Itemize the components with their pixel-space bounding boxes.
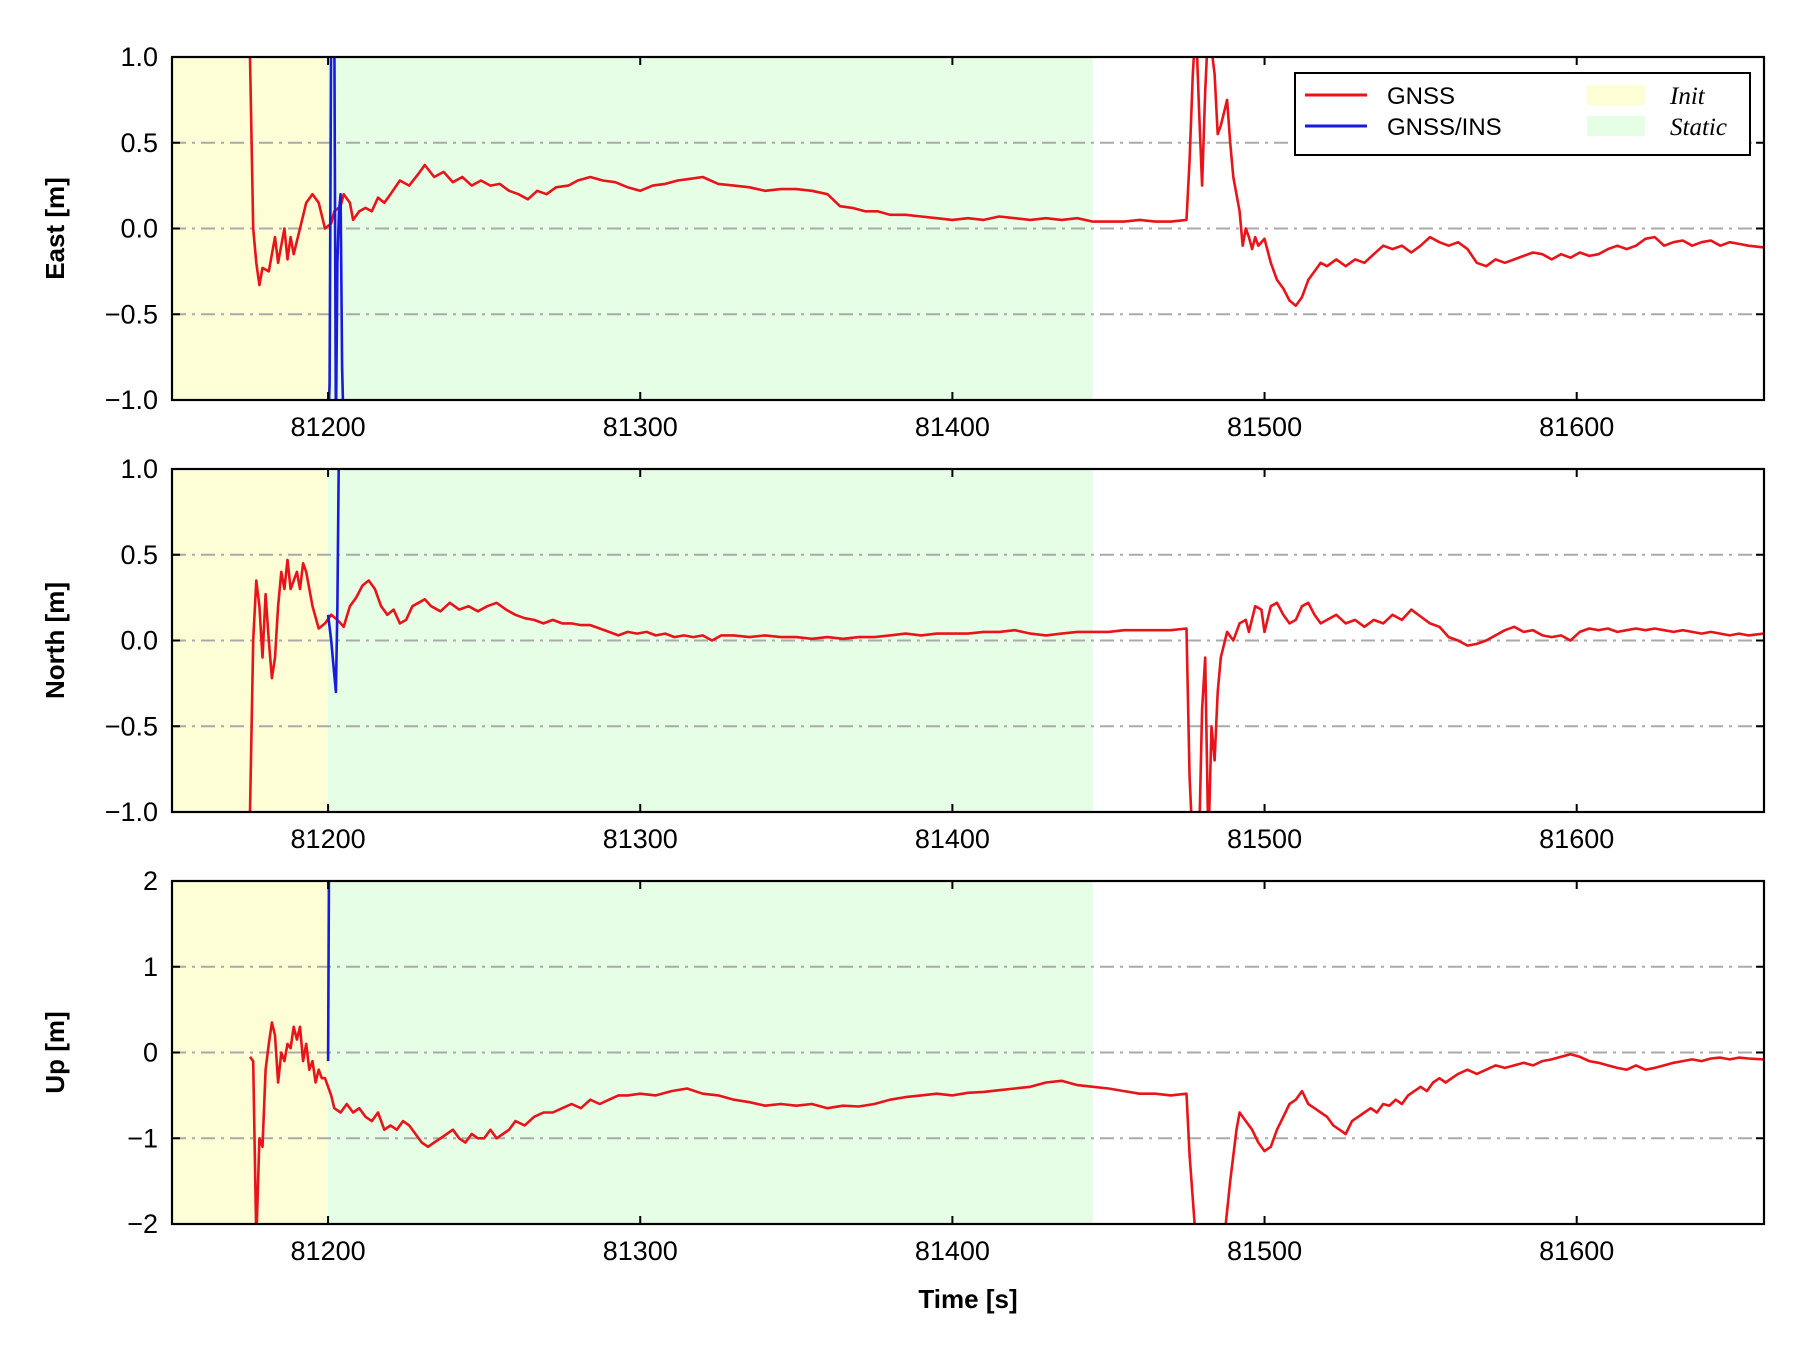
legend-label-init: Init bbox=[1669, 83, 1706, 110]
x-tick-label: 81300 bbox=[603, 412, 678, 442]
y-tick-label: 1.0 bbox=[120, 454, 158, 484]
x-tick-label: 81300 bbox=[603, 1236, 678, 1266]
legend: GNSS GNSS/INS Init Static bbox=[1294, 72, 1751, 156]
panel-east: 81200 81300 81400 81500 81600 1.0 0.5 0.0 −0.5 −1… bbox=[40, 42, 1766, 442]
x-tick-label: 81400 bbox=[915, 824, 990, 854]
y-tick-label: −1 bbox=[127, 1123, 158, 1153]
y-axis-label: Up [m] bbox=[40, 1011, 70, 1093]
legend-label-gnss: GNSS bbox=[1387, 83, 1455, 110]
y-tick-label: 2 bbox=[143, 866, 158, 896]
y-tick-label: 0.5 bbox=[120, 128, 158, 158]
y-tick-label: −1.0 bbox=[105, 797, 158, 827]
x-tick-label: 81200 bbox=[291, 1236, 366, 1266]
panel-north: 81200 81300 81400 81500 81600 1.0 0.5 0.0 −0.5 −1… bbox=[40, 454, 1766, 854]
series-line-gnss-ins bbox=[326, 881, 331, 1062]
x-tick-label: 81600 bbox=[1539, 824, 1614, 854]
y-axis-label: East [m] bbox=[40, 177, 70, 280]
x-tick-label: 81600 bbox=[1539, 412, 1614, 442]
series-line-gnss-ins bbox=[327, 57, 345, 400]
series-line-gnss bbox=[248, 558, 1764, 812]
x-axis-label: Time [s] bbox=[918, 1284, 1017, 1314]
x-tick-label: 81200 bbox=[291, 824, 366, 854]
series-line-gnss bbox=[248, 57, 1764, 307]
panel-up: 81200 81300 81400 81500 81600 2 1 0 −1 −2 Up [m] Ti… bbox=[40, 866, 1766, 1314]
legend-swatch-init bbox=[1587, 85, 1645, 105]
legend-swatch-static bbox=[1587, 116, 1645, 136]
x-tick-label: 81500 bbox=[1227, 824, 1302, 854]
x-tick-label: 81500 bbox=[1227, 1236, 1302, 1266]
x-tick-label: 81400 bbox=[915, 1236, 990, 1266]
y-tick-label: −0.5 bbox=[105, 299, 158, 329]
x-tick-label: 81200 bbox=[291, 412, 366, 442]
y-tick-label: 0.5 bbox=[120, 540, 158, 570]
legend-box bbox=[1294, 72, 1751, 156]
y-tick-label: 0.0 bbox=[120, 214, 158, 244]
legend-label-gnss-ins: GNSS/INS bbox=[1387, 114, 1502, 141]
y-axis-label: North [m] bbox=[40, 582, 70, 699]
x-tick-label: 81300 bbox=[603, 824, 678, 854]
y-tick-label: 1.0 bbox=[120, 42, 158, 72]
x-tick-label: 81500 bbox=[1227, 412, 1302, 442]
y-tick-label: 0 bbox=[143, 1038, 158, 1068]
y-tick-label: −0.5 bbox=[105, 711, 158, 741]
y-tick-label: 0.0 bbox=[120, 626, 158, 656]
x-tick-label: 81600 bbox=[1539, 1236, 1614, 1266]
series-line-gnss bbox=[248, 1021, 1764, 1224]
legend-label-static: Static bbox=[1670, 114, 1727, 141]
y-tick-label: 1 bbox=[143, 952, 158, 982]
y-tick-label: −1.0 bbox=[105, 385, 158, 415]
y-tick-label: −2 bbox=[127, 1209, 158, 1239]
series-line-gnss-ins bbox=[326, 469, 340, 694]
x-tick-label: 81400 bbox=[915, 412, 990, 442]
